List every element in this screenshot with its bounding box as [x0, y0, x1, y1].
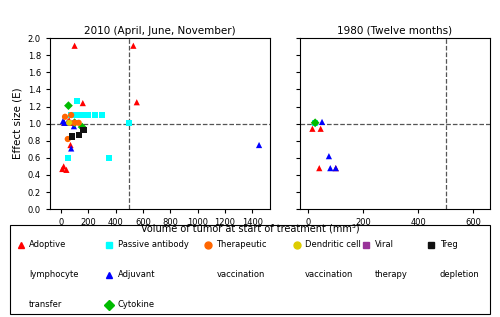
Point	[82, 113, 90, 118]
Point	[60, 164, 68, 169]
Text: transfer: transfer	[29, 301, 62, 309]
Point	[64, 155, 72, 160]
Point	[67, 113, 75, 118]
Text: Viral: Viral	[375, 240, 394, 249]
Point	[84, 113, 92, 118]
Title: 2010 (April, June, November): 2010 (April, June, November)	[84, 26, 236, 36]
Point	[318, 120, 326, 125]
Point	[326, 165, 334, 171]
Text: therapy: therapy	[375, 270, 408, 279]
Text: vaccination: vaccination	[305, 270, 354, 279]
Point	[98, 113, 106, 118]
Y-axis label: Effect size (E): Effect size (E)	[12, 88, 22, 159]
Point	[66, 142, 74, 147]
Text: Treg: Treg	[440, 240, 458, 249]
Point	[255, 142, 263, 147]
Point	[316, 126, 324, 131]
Text: vaccination: vaccination	[216, 270, 265, 279]
Text: Therapeutic: Therapeutic	[216, 240, 267, 249]
Point	[126, 120, 134, 125]
Text: lymphocyte: lymphocyte	[29, 270, 78, 279]
Point	[64, 120, 72, 125]
Point	[72, 99, 80, 104]
Point	[332, 165, 340, 171]
Point	[60, 120, 68, 125]
Point	[64, 137, 72, 142]
Text: depletion: depletion	[440, 270, 480, 279]
Point	[64, 103, 72, 108]
Point	[67, 146, 75, 151]
Point	[80, 113, 88, 118]
Point	[60, 120, 68, 125]
Point	[70, 113, 78, 118]
Point	[67, 113, 75, 118]
Point	[74, 120, 82, 125]
Point	[70, 120, 78, 125]
Text: Cytokine: Cytokine	[118, 301, 155, 309]
Point	[316, 165, 324, 171]
Text: Dendritic cell: Dendritic cell	[305, 240, 361, 249]
Point	[68, 134, 76, 139]
Text: Adoptive: Adoptive	[29, 240, 66, 249]
Point	[133, 100, 141, 105]
Point	[308, 126, 316, 131]
Point	[70, 43, 78, 48]
FancyBboxPatch shape	[10, 225, 490, 314]
Point	[74, 113, 82, 118]
Point	[59, 119, 67, 124]
Point	[61, 114, 69, 119]
Point	[62, 167, 70, 172]
Point	[332, 165, 340, 171]
Point	[105, 155, 113, 160]
Point	[74, 132, 82, 137]
Point	[78, 125, 86, 130]
Point	[311, 120, 319, 125]
Point	[78, 113, 86, 118]
Text: Adjuvant: Adjuvant	[118, 270, 156, 279]
Point	[70, 124, 78, 129]
Point	[91, 113, 99, 118]
Point	[79, 100, 87, 106]
Point	[70, 120, 78, 125]
Point	[325, 154, 333, 159]
Point	[68, 120, 76, 125]
Point	[65, 120, 73, 125]
Point	[63, 120, 71, 125]
Point	[311, 120, 319, 125]
Text: Volume of tumor at start of treatment (mm³): Volume of tumor at start of treatment (m…	[140, 223, 360, 234]
Point	[65, 118, 73, 123]
Text: Passive antibody: Passive antibody	[118, 240, 189, 249]
Title: 1980 (Twelve months): 1980 (Twelve months)	[338, 26, 452, 36]
Point	[58, 166, 66, 171]
Point	[130, 43, 138, 48]
Point	[80, 127, 88, 132]
